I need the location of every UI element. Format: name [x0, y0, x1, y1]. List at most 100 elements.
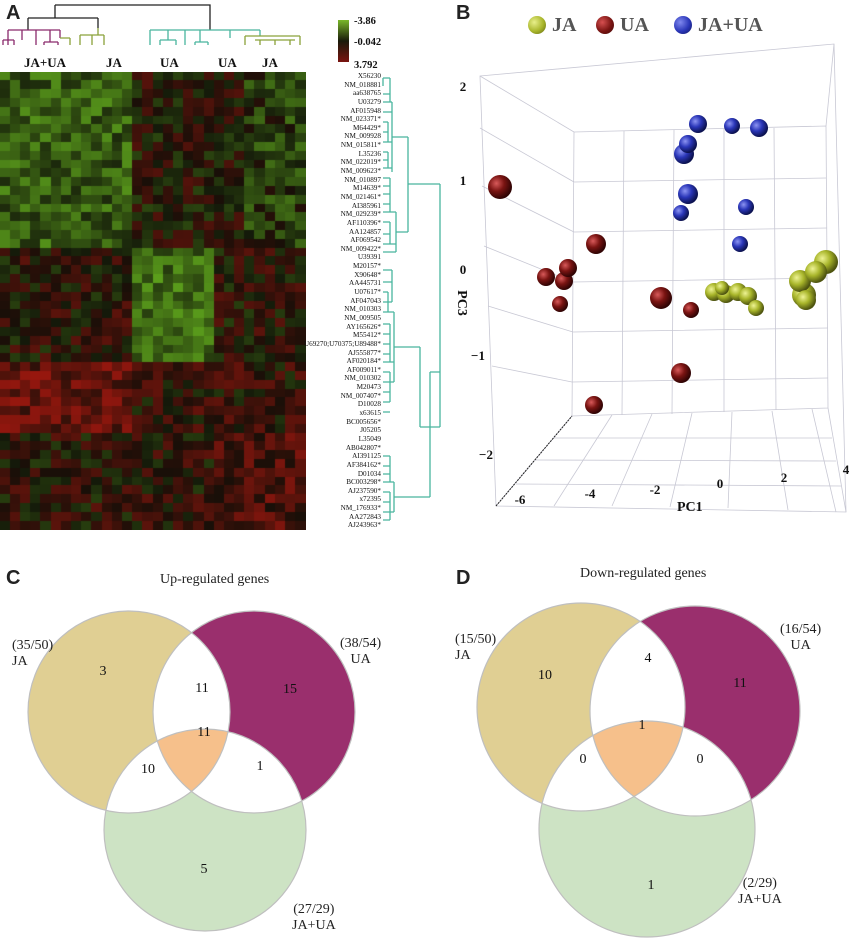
gene-label: J05205: [360, 426, 381, 435]
gene-label: NM_015811*: [340, 141, 381, 150]
venn-down-ja-only: 10: [538, 668, 552, 683]
venn-up-title: Up-regulated genes: [160, 572, 270, 587]
legend-label-ja: JA: [552, 14, 577, 36]
pca-sample-point: [678, 184, 698, 204]
gene-label: U07617*: [354, 288, 381, 297]
pca-sample-point: [559, 259, 577, 277]
heatmap-color-scale: [338, 20, 349, 62]
panel-label-d: D: [456, 567, 471, 589]
panel-label-a: A: [6, 2, 21, 24]
gene-label: aa638765: [353, 89, 381, 98]
gene-label: NM_018881: [344, 80, 381, 89]
pca-sample-point: [537, 268, 555, 286]
venn-down-ua-only: 11: [733, 676, 747, 691]
venn-up-ua-label: (38/54) UA: [340, 636, 382, 668]
pc1-tick: 2: [780, 470, 788, 485]
gene-label: AF110396*: [346, 218, 381, 227]
pca-sample-point: [724, 118, 740, 134]
pca-sample-point: [715, 281, 729, 295]
venn-down-ua-jaua: 0: [696, 752, 704, 767]
venn-up-jaua-label: (27/29) JA+UA: [292, 902, 336, 934]
gene-label: M20157*: [353, 262, 381, 271]
pc3-tick: −2: [479, 447, 493, 462]
venn-up-ja-jaua: 10: [141, 762, 155, 777]
pca-sample-point: [805, 261, 827, 283]
heatmap-group-label: JA: [262, 55, 278, 70]
gene-label: NM_010302: [344, 374, 381, 383]
gene-label: AF015948: [350, 106, 381, 115]
pca-sample-point: [739, 287, 757, 305]
venn-down-ua-label: (16/54) UA: [780, 622, 822, 654]
gene-label: BC003298*: [346, 478, 381, 487]
gene-label: U69270;U70375;U89488*: [303, 339, 381, 348]
pca-3d-plot: [479, 43, 847, 513]
venn-down-jaua-label: (2/29) JA+UA: [738, 876, 782, 908]
row-dendrogram: [382, 77, 441, 521]
pca-sample-point: [673, 205, 689, 221]
gene-label: NM_009422*: [340, 244, 381, 253]
venn-down-all: 1: [638, 718, 646, 733]
pca-sample-point: [732, 236, 748, 252]
pc3-tick: −1: [471, 348, 485, 363]
heatmap-group-label: UA: [218, 55, 237, 70]
pc3-tick: 0: [459, 262, 467, 277]
gene-label: AA272843: [349, 512, 381, 521]
scale-label-bottom: 3.792: [354, 60, 378, 71]
heatmap-group-label: JA+UA: [24, 55, 67, 70]
gene-label: NM_009505: [344, 313, 381, 322]
gene-label: AJ237590*: [347, 486, 381, 495]
venn-down-ja-jaua: 0: [579, 752, 587, 767]
gene-label: NM_022019*: [340, 158, 381, 167]
pca-sample-point: [750, 119, 768, 137]
gene-label: AF069542: [350, 236, 381, 245]
gene-label: NM_010897: [344, 175, 381, 184]
gene-label: AF009011*: [346, 365, 381, 374]
pca-sample-point: [748, 300, 764, 316]
gene-label: L35236: [358, 149, 381, 158]
gene-label: U39391: [357, 253, 381, 262]
gene-label: M14639*: [353, 184, 381, 193]
gene-label: NM_007407*: [340, 391, 381, 400]
gene-label: AJ243963*: [347, 521, 381, 530]
gene-label: AA124857: [349, 227, 381, 236]
legend-marker-ua: [596, 16, 614, 34]
scale-label-top: -3.86: [354, 16, 376, 27]
heatmap-group-label: UA: [160, 55, 179, 70]
venn-up-ua-only: 15: [283, 682, 297, 697]
gene-label: NM_010303: [344, 305, 381, 314]
legend-label-jaua: JA+UA: [698, 14, 763, 36]
column-dendrogram: [2, 4, 301, 45]
gene-label: AB042807*: [345, 443, 381, 452]
pca-sample-point: [488, 175, 512, 199]
gene-label: NM_176933*: [340, 504, 381, 513]
pc1-tick: 4: [842, 462, 850, 477]
gene-label: NM_009928: [344, 132, 381, 141]
pc1-tick: -6: [514, 492, 526, 507]
venn-up-diagram: [27, 610, 356, 932]
gene-label: BC005656*: [346, 417, 381, 426]
pca-sample-point: [738, 199, 754, 215]
gene-label-list: X56230 NM_018881 aa638765 U03279 AF015948 NM_…: [303, 72, 381, 530]
pca-sample-point: [683, 302, 699, 318]
gene-label: AF020184*: [346, 357, 381, 366]
venn-down-diagram: [476, 602, 801, 938]
venn-up-ja-label: (35/50) JA: [12, 638, 54, 670]
gene-label: AY165626*: [346, 322, 381, 331]
pc3-tick: 2: [459, 79, 467, 94]
venn-up-ua-jaua: 1: [256, 759, 264, 774]
venn-down-jaua-only: 1: [647, 878, 655, 893]
gene-label: NM_029239*: [340, 210, 381, 219]
pc1-tick: -2: [649, 482, 661, 497]
gene-label: M64429*: [353, 123, 381, 132]
gene-label: AF384162*: [346, 460, 381, 469]
gene-label: AF047043: [350, 296, 381, 305]
gene-label: NM_021461*: [340, 192, 381, 201]
heatmap-group-label: JA: [106, 55, 122, 70]
gene-label: D10028: [357, 400, 381, 409]
gene-label: x72395: [359, 495, 381, 504]
pc3-axis-title: PC3: [453, 290, 469, 316]
scale-label-mid: -0.042: [354, 37, 382, 48]
pca-sample-point: [689, 115, 707, 133]
pc3-tick: 1: [459, 173, 467, 188]
gene-label: NM_023371*: [340, 115, 381, 124]
